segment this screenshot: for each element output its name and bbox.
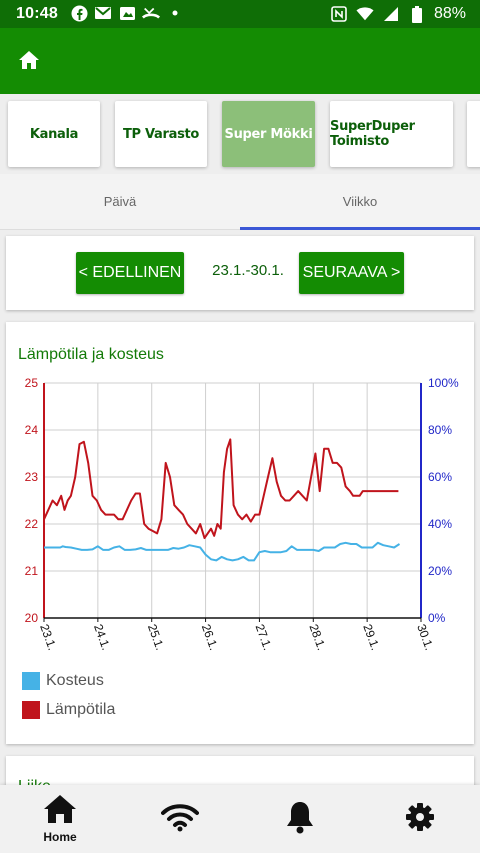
legend-item-lampotila[interactable]: Lämpötila: [22, 695, 115, 724]
signal-icon: [382, 5, 400, 23]
next-button[interactable]: SEURAAVA >: [299, 252, 404, 294]
y-tick-left: 21: [25, 564, 39, 578]
legend-label-kosteus: Kosteus: [46, 671, 104, 689]
x-tick-label: 23.1.: [37, 622, 59, 652]
x-tick-label: 27.1.: [253, 622, 275, 652]
y-tick-right: 100%: [428, 376, 459, 390]
site-selector: Kanala TP Varasto Super Mökki SuperDuper…: [0, 94, 480, 174]
y-tick-left: 22: [25, 517, 39, 531]
wifi-icon: [356, 5, 374, 23]
series-line-kosteus: [44, 541, 401, 562]
battery-percent: 88%: [433, 5, 466, 22]
y-tick-right: 40%: [428, 517, 452, 531]
period-tabs: Päivä Viikko: [0, 174, 480, 230]
dot-icon: [166, 4, 184, 22]
prev-button[interactable]: < EDELLINEN: [76, 252, 184, 294]
bottom-nav-notifications[interactable]: [240, 785, 360, 853]
bottom-nav-wifi[interactable]: [120, 785, 240, 853]
tab-paiva[interactable]: Päivä: [103, 194, 137, 209]
home-icon[interactable]: [18, 50, 40, 72]
bottom-nav: Home: [0, 785, 480, 853]
site-card-partial[interactable]: [467, 101, 480, 167]
legend-swatch-kosteus: [22, 671, 40, 690]
wifi-icon: [161, 802, 199, 837]
x-tick-label: 24.1.: [91, 622, 113, 652]
app-bar: [0, 28, 480, 94]
missed-call-icon: [142, 4, 160, 22]
nfc-icon: [330, 5, 348, 23]
bottom-nav-home[interactable]: Home: [0, 785, 120, 853]
tab-viikko[interactable]: Viikko: [240, 174, 480, 230]
y-tick-right: 80%: [428, 423, 452, 437]
x-tick-label: 26.1.: [199, 622, 221, 652]
y-tick-left: 20: [25, 611, 39, 625]
y-tick-left: 25: [25, 376, 39, 390]
y-tick-right: 20%: [428, 564, 452, 578]
y-tick-right: 60%: [428, 470, 452, 484]
home-icon: [43, 794, 77, 829]
status-time: 10:48: [16, 5, 58, 22]
y-tick-left: 24: [25, 423, 39, 437]
date-range: 23.1.-30.1.: [212, 262, 284, 279]
gear-icon: [405, 802, 435, 837]
site-card-tp-varasto[interactable]: TP Varasto: [115, 101, 207, 167]
legend-label-lampotila: Lämpötila: [46, 700, 116, 718]
bottom-nav-settings[interactable]: [360, 785, 480, 853]
photo-icon: [118, 4, 136, 22]
period-nav-card: < EDELLINEN 23.1.-30.1. SEURAAVA >: [6, 236, 474, 310]
facebook-icon: [70, 4, 88, 22]
bell-icon: [285, 800, 315, 839]
site-card-super-mokki[interactable]: Super Mökki: [222, 101, 315, 167]
chart-card: Lämpötila ja kosteus 20 21 22 23 24 25 0% 20% 40…: [6, 322, 474, 744]
chart: 20 21 22 23 24 25 0% 20% 40% 60% 80% 100% 23.1. 24.1.…: [25, 376, 459, 652]
y-tick-left: 23: [25, 470, 39, 484]
legend-swatch-lampotila: [22, 700, 40, 719]
legend-item-kosteus[interactable]: Kosteus: [22, 666, 115, 695]
battery-icon: [408, 5, 426, 23]
gmail-icon: [94, 4, 112, 22]
x-tick-label: 28.1.: [306, 622, 328, 652]
x-tick-label: 29.1.: [360, 622, 382, 652]
chart-title: Lämpötila ja kosteus: [18, 346, 164, 363]
site-card-superduper-toimisto[interactable]: SuperDuper Toimisto: [330, 101, 453, 167]
site-card-kanala[interactable]: Kanala: [8, 101, 100, 167]
chart-legend: Kosteus Lämpötila: [22, 666, 115, 724]
x-tick-label: 30.1.: [414, 622, 436, 652]
series-line-lampotila: [43, 438, 399, 540]
y-tick-right: 0%: [428, 611, 446, 625]
status-bar: 10:48 88%: [0, 0, 480, 28]
x-tick-label: 25.1.: [145, 622, 167, 652]
bottom-nav-home-label: Home: [43, 830, 77, 844]
